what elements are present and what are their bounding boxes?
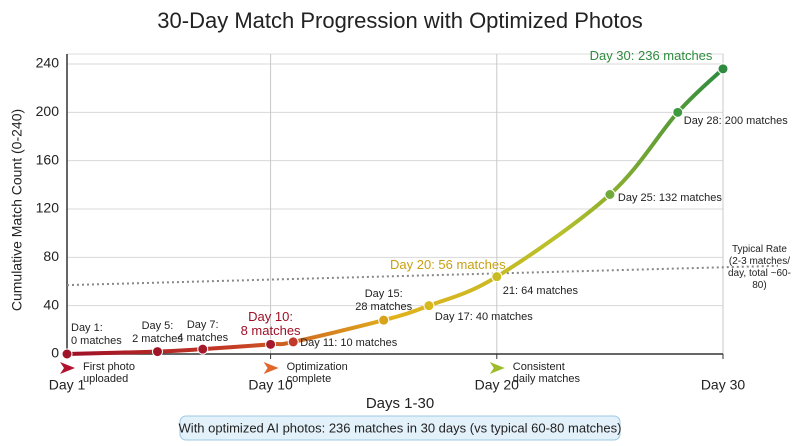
value-label: Day 1: 0 matches (71, 322, 122, 347)
data-point (265, 338, 277, 350)
data-point (151, 346, 163, 358)
value-label: Day 7: 4 matches (177, 319, 229, 345)
value-label: Day 25: 132 matches (617, 191, 722, 204)
value-label: Day 10: 8 matches (240, 309, 301, 339)
data-point (491, 271, 503, 283)
chart-title: 30-Day Match Progression with Optimized … (157, 8, 642, 33)
value-label: Day 15: 28 matches (355, 288, 413, 314)
phase-label: Optimization complete (286, 361, 348, 385)
data-point (61, 348, 73, 360)
y-tick-label: 240 (36, 55, 60, 71)
reference-line (66, 264, 779, 287)
value-label: Day 5: 2 matches (132, 319, 183, 345)
y-tick-label: 160 (36, 151, 60, 167)
data-point (197, 343, 209, 355)
y-tick-label: 40 (43, 296, 59, 312)
reference-label: Typical Rate (2-3 matches/ day, total ~6… (728, 244, 791, 291)
y-tick-label: 200 (36, 103, 60, 119)
footer: With optimized AI photos: 236 matches in… (179, 420, 622, 435)
value-label: Day 30: 236 matches (589, 47, 713, 63)
y-tick-label: 120 (36, 200, 60, 216)
value-label: Day 11: 10 matches (300, 336, 398, 349)
y-axis-label: Cumulative Match Count (0-240) (9, 109, 25, 311)
footer-box (179, 415, 621, 441)
x-tick-label: Day 20 (475, 377, 520, 393)
phase-arrow (489, 362, 505, 374)
y-tick-label: 0 (51, 345, 59, 361)
data-point (672, 106, 684, 118)
y-tick-label: 80 (43, 248, 59, 264)
phase-arrow (263, 362, 279, 374)
data-point (287, 336, 299, 348)
annotation: Day 20: 56 matches (390, 257, 506, 272)
data-point (604, 189, 616, 200)
value-label: 21: 64 matches (502, 284, 578, 297)
x-tick-label: Day 30 (701, 377, 746, 393)
x-tick-label: Day 1 (49, 377, 86, 393)
data-point (717, 63, 729, 75)
phase-label: First photo uploaded (83, 361, 135, 385)
data-point (378, 314, 390, 326)
phase-arrow (60, 362, 75, 374)
phase-label: Consistent daily matches (512, 361, 581, 385)
x-tick-label: Day 10 (248, 377, 293, 393)
data-point (423, 300, 435, 312)
value-label: Day 28: 200 matches (683, 115, 788, 128)
value-label: Day 17: 40 matches (434, 310, 533, 323)
x-axis-label: Days 1-30 (366, 395, 434, 412)
